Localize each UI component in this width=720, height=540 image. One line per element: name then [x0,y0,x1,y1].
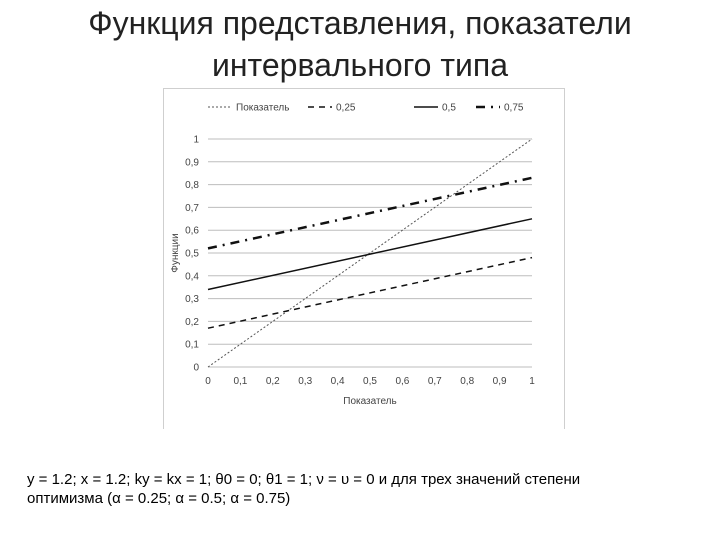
legend-label-3: 0,5 [442,103,456,114]
y-tick-label: 0,9 [185,157,199,168]
y-axis-title: Функции [170,233,181,272]
x-tick-label: 0,1 [233,376,247,387]
caption-line-2: оптимизма (α = 0.25; α = 0.5; α = 0.75) [27,490,291,507]
series-line-4 [207,176,533,250]
y-tick-label: 0,4 [185,271,199,282]
series-line-2 [207,256,533,329]
legend-label-4: 0,75 [504,103,524,114]
x-tick-label: 0,8 [460,376,474,387]
x-tick-label: 1 [529,376,535,387]
y-tick-label: 0,2 [185,317,199,328]
legend-label-1: Показатель [236,103,289,114]
legend-label-2: 0,25 [336,103,356,114]
caption-line-1: y = 1.2; x = 1.2; ky = kx = 1; θ0 = 0; θ… [27,471,581,488]
y-tick-label: 0,7 [185,203,199,214]
title-line-1: Функция представления, показатели [88,5,632,41]
chart-caption: y = 1.2; x = 1.2; ky = kx = 1; θ0 = 0; θ… [27,470,697,508]
line-chart: 0 0,1 0,2 0,3 0,4 0,5 0,6 0,7 0,8 0,9 1 0 0,1 0,2 0,3 0… [170,103,535,408]
y-tick-label: 0,8 [185,180,199,191]
slide-title: Функция представления, показатели интерв… [0,2,720,86]
title-line-2: интервального типа [212,47,508,83]
y-tick-label: 0,3 [185,294,199,305]
y-tick-label: 0,5 [185,249,199,260]
y-tick-label: 0 [193,363,199,374]
x-tick-label: 0 [205,376,211,387]
x-tick-label: 0,9 [493,376,507,387]
x-tick-label: 0,6 [395,376,409,387]
chart-frame: 0 0,1 0,2 0,3 0,4 0,5 0,6 0,7 0,8 0,9 1 0 0,1 0,2 0,3 0… [163,88,565,429]
x-tick-label: 0,4 [331,376,345,387]
series-line-3 [207,218,533,291]
y-tick-label: 0,1 [185,340,199,351]
x-tick-label: 0,3 [298,376,312,387]
y-tick-label: 1 [193,135,199,146]
x-axis-title: Показатель [343,396,396,407]
x-tick-label: 0,2 [266,376,280,387]
x-tick-label: 0,7 [428,376,442,387]
x-tick-label: 0,5 [363,376,377,387]
y-tick-label: 0,6 [185,226,199,237]
